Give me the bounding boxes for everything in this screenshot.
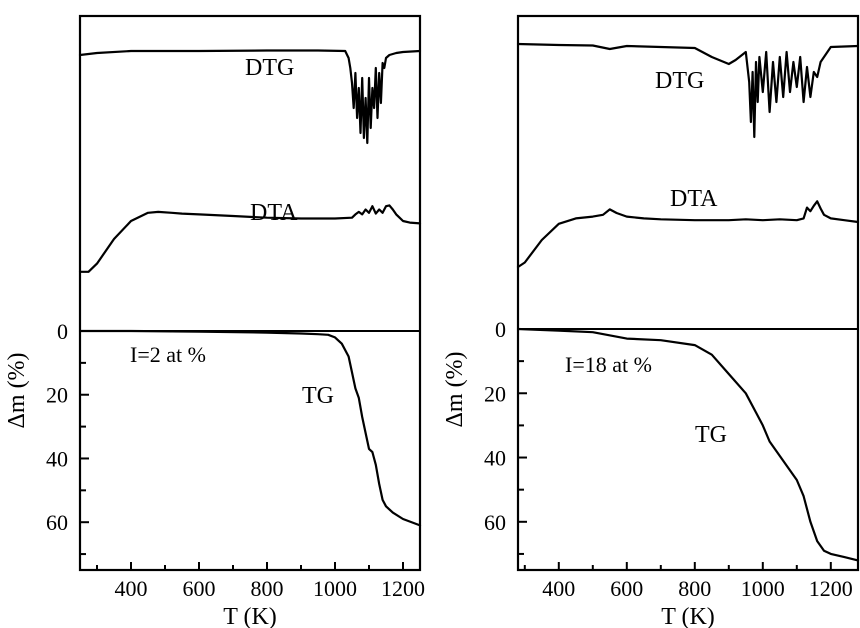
x-tick-label: 800 — [251, 576, 284, 601]
y-tick-label: 40 — [46, 446, 68, 471]
x-axis-label: T (K) — [661, 604, 715, 628]
x-tick-label: 400 — [542, 576, 575, 601]
series-dtg-line — [78, 49, 422, 145]
series-label-tg: TG — [302, 383, 334, 409]
plot-frame — [516, 14, 860, 572]
x-tick-label: 1200 — [381, 576, 425, 601]
plot-frame — [78, 14, 422, 572]
sample-annotation: I=18 at % — [565, 352, 652, 377]
x-tick-label: 1200 — [809, 576, 853, 601]
y-tick-label: 60 — [484, 510, 506, 535]
y-tick-label: 20 — [484, 381, 506, 406]
series-dta-line — [516, 200, 860, 269]
series-tg-line — [516, 327, 860, 562]
x-tick-label: 600 — [610, 576, 643, 601]
y-axis-label: Δm (%) — [442, 351, 468, 427]
series-label-dta: DTA — [670, 186, 718, 212]
y-tick-label: 0 — [495, 317, 506, 342]
y-tick-label: 0 — [57, 319, 68, 344]
series-label-tg: TG — [695, 422, 727, 448]
series-dta-line — [78, 204, 422, 273]
series-tg-line — [78, 329, 422, 527]
x-tick-label: 1000 — [741, 576, 785, 601]
x-axis-label: T (K) — [223, 604, 277, 628]
y-tick-label: 20 — [46, 383, 68, 408]
x-tick-label: 600 — [183, 576, 216, 601]
x-tick-label: 800 — [678, 576, 711, 601]
x-tick-label: 400 — [115, 576, 148, 601]
panel-right: DTG DTA TG I=18 at % 400 600 800 1000 1200 0 20 40 6… — [442, 14, 860, 628]
y-tick-label: 60 — [46, 510, 68, 535]
sample-annotation: I=2 at % — [130, 342, 206, 367]
series-label-dta: DTA — [250, 200, 298, 226]
panel-left: DTG DTA TG I=2 at % 400 600 800 1000 1200 0 20 40 60… — [4, 14, 425, 628]
x-tick-label: 1000 — [313, 576, 357, 601]
series-label-dtg: DTG — [245, 55, 294, 81]
y-tick-label: 40 — [484, 446, 506, 471]
series-dtg-line — [516, 42, 860, 139]
series-label-dtg: DTG — [655, 68, 704, 94]
y-axis-label: Δm (%) — [4, 352, 30, 428]
